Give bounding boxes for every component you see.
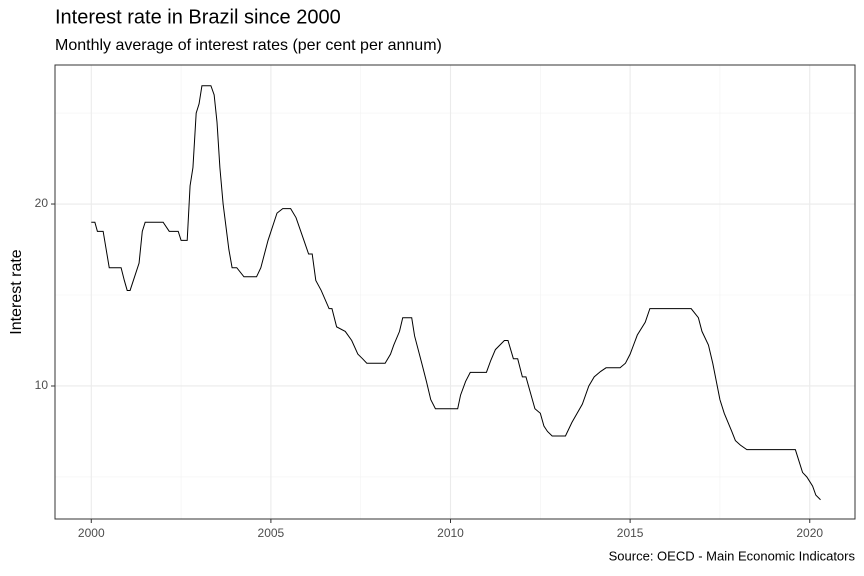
caption: Source: OECD - Main Economic Indicators bbox=[609, 548, 856, 563]
x-tick-label: 2000 bbox=[78, 526, 105, 540]
panel bbox=[55, 65, 855, 519]
y-tick-label: 20 bbox=[35, 196, 49, 210]
x-tick-label: 2010 bbox=[437, 526, 464, 540]
panel-border bbox=[54, 64, 856, 520]
x-tick-label: 2020 bbox=[796, 526, 823, 540]
y-axis-label: Interest rate bbox=[8, 249, 25, 334]
x-tick-label: 2005 bbox=[258, 526, 285, 540]
x-tick-label: 2015 bbox=[617, 526, 644, 540]
data-line bbox=[91, 85, 821, 501]
chart-subtitle: Monthly average of interest rates (per c… bbox=[55, 37, 442, 54]
chart-title: Interest rate in Brazil since 2000 bbox=[55, 6, 341, 28]
y-tick-label: 10 bbox=[35, 378, 49, 392]
